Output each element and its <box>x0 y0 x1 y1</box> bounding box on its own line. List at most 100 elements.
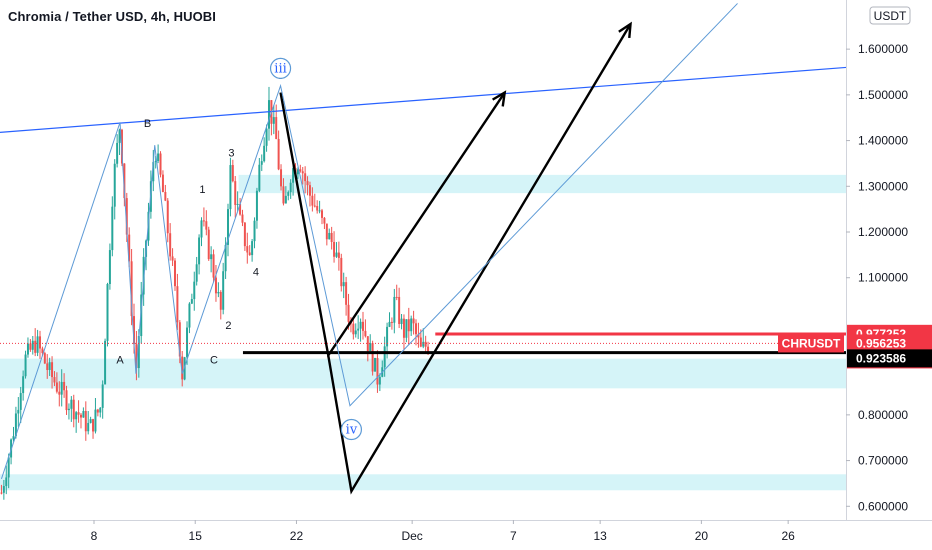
labels-layer: B3142AC5iiiiv <box>116 57 363 441</box>
candle-body <box>166 200 169 234</box>
candle-body <box>412 318 415 324</box>
time-tick-label: 20 <box>695 529 709 543</box>
candle-body <box>299 169 302 172</box>
price-tick-label: 1.300000 <box>858 179 908 193</box>
wave-label: C <box>210 355 218 367</box>
wave-label: 1 <box>199 184 205 196</box>
price-tick-label: 0.800000 <box>858 408 908 422</box>
candle-body <box>371 343 374 372</box>
candle-body <box>383 346 386 368</box>
candle-body <box>219 291 222 310</box>
candle-body <box>123 163 126 199</box>
candle-body <box>236 203 239 205</box>
candle-body <box>313 205 316 207</box>
candle-body <box>58 391 61 395</box>
candle-body <box>419 337 422 347</box>
candle-body <box>407 319 410 332</box>
candle-body <box>7 457 10 478</box>
wave-circle <box>340 418 363 441</box>
wave-label: 2 <box>225 320 231 332</box>
candle-body <box>135 344 138 369</box>
current-price-tag-label: 0.956253 <box>856 336 906 350</box>
price-tick-label: 0.700000 <box>858 454 908 468</box>
candle-body <box>51 362 54 378</box>
symbol-tag <box>778 334 844 353</box>
upper-trendline <box>0 66 847 133</box>
candle-body <box>159 153 162 175</box>
candle-body <box>357 328 360 331</box>
price-tick-label: 0.600000 <box>858 499 908 513</box>
candle-body <box>12 436 15 440</box>
candle-body <box>31 340 34 350</box>
candle-body <box>395 296 398 298</box>
candle-body <box>205 221 208 230</box>
candle-body <box>272 117 275 124</box>
candle-body <box>63 381 66 391</box>
candle-body <box>198 237 201 265</box>
candle-body <box>214 277 217 294</box>
candle-body <box>39 336 42 349</box>
candle-body <box>53 377 56 383</box>
candle-body <box>325 223 328 240</box>
candle-body <box>72 399 75 420</box>
candle-body <box>345 282 348 305</box>
candle-body <box>243 222 246 247</box>
candle-body <box>301 171 304 174</box>
candle-body <box>217 291 220 294</box>
price-tick-label: 1.400000 <box>858 134 908 148</box>
candle-body <box>347 304 350 322</box>
candle-body <box>388 321 391 327</box>
candle-body <box>89 419 92 423</box>
candle-body <box>239 203 242 215</box>
candle-body <box>161 174 164 193</box>
candle-body <box>101 384 104 408</box>
candle-body <box>99 407 102 413</box>
candle-body <box>333 241 336 257</box>
candle-body <box>0 492 3 494</box>
candle-body <box>41 348 44 354</box>
candle-body <box>181 356 184 380</box>
candle-body <box>111 206 114 251</box>
price-tick-label: 1.500000 <box>858 88 908 102</box>
candle-body <box>164 192 167 201</box>
candle-body <box>369 343 372 352</box>
candle-body <box>422 341 425 347</box>
candle-body <box>75 412 78 420</box>
candle-body <box>84 411 87 432</box>
candle-body <box>118 129 121 143</box>
candle-body <box>210 254 213 260</box>
price-tick-label: 1.200000 <box>858 225 908 239</box>
candle-body <box>77 412 80 415</box>
candle-body <box>415 323 418 335</box>
wave-label: 3 <box>228 148 234 160</box>
candle-body <box>275 117 278 139</box>
time-tick-label: 7 <box>510 529 517 543</box>
wave-label: B <box>144 118 151 130</box>
currency-label: USDT <box>874 9 907 23</box>
candle-body <box>183 357 186 380</box>
candle-body <box>2 486 5 493</box>
candle-body <box>366 336 369 352</box>
candle-body <box>67 408 70 411</box>
candle-body <box>337 252 340 258</box>
candle-body <box>24 354 27 377</box>
lines-layer <box>0 3 847 495</box>
candle-body <box>308 185 311 196</box>
candle-body <box>125 198 128 235</box>
candle-body <box>402 318 405 338</box>
candle-body <box>335 252 338 257</box>
time-axis-panel <box>0 520 932 550</box>
candle-body <box>378 376 381 385</box>
resistance-zone <box>238 174 847 194</box>
time-tick-label: 26 <box>781 529 795 543</box>
black-path-2-arrowhead <box>618 21 632 39</box>
candle-body <box>376 358 379 385</box>
candle-body <box>212 254 215 278</box>
candle-body <box>352 323 355 335</box>
candle-body <box>5 477 8 487</box>
candle-body <box>311 195 314 206</box>
elliott-wave-path <box>0 3 738 480</box>
candle-body <box>241 214 244 223</box>
chart-title: Chromia / Tether USD, 4h, HUOBI <box>8 9 216 24</box>
